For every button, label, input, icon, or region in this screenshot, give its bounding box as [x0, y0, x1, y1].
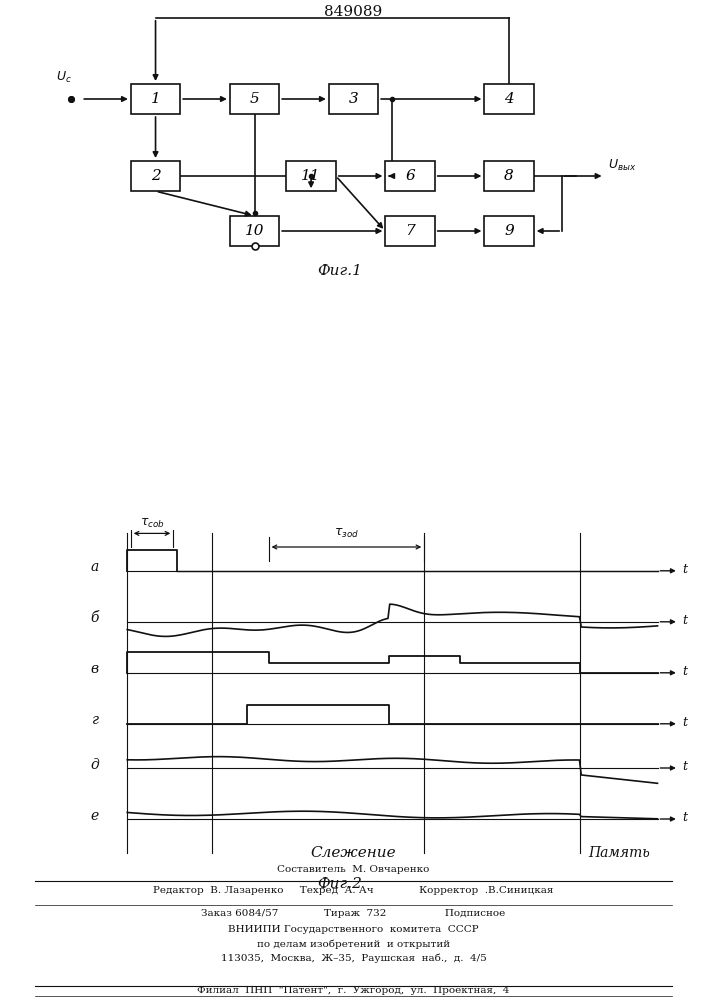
Text: 5: 5: [250, 92, 259, 106]
Text: t: t: [682, 811, 687, 824]
Text: г: г: [92, 713, 99, 727]
Text: 1: 1: [151, 92, 160, 106]
FancyBboxPatch shape: [484, 84, 534, 114]
Text: t: t: [682, 614, 687, 627]
Text: t: t: [682, 716, 687, 729]
Text: е: е: [90, 809, 99, 823]
Text: t: t: [682, 563, 687, 576]
Text: Филиал  ПНП  "Патент",  г.  Ужгород,  ул.  Проектная,  4: Филиал ПНП "Патент", г. Ужгород, ул. Про…: [197, 986, 510, 995]
Text: t: t: [682, 760, 687, 773]
FancyBboxPatch shape: [131, 161, 180, 191]
Text: 4: 4: [504, 92, 514, 106]
Text: ВНИИПИ Государственного  комитета  СССР: ВНИИПИ Государственного комитета СССР: [228, 926, 479, 934]
Text: $\tau_{зod}$: $\tau_{зod}$: [334, 527, 359, 540]
Text: 6: 6: [405, 169, 415, 183]
FancyBboxPatch shape: [286, 161, 336, 191]
Text: Фиг.2: Фиг.2: [317, 877, 362, 891]
Text: $\tau_{cob}$: $\tau_{cob}$: [139, 517, 165, 530]
Text: $U_{выx}$: $U_{выx}$: [608, 158, 636, 173]
FancyBboxPatch shape: [484, 216, 534, 246]
Text: 2: 2: [151, 169, 160, 183]
Text: по делам изобретений  и открытий: по делам изобретений и открытий: [257, 939, 450, 949]
Text: Память: Память: [588, 846, 650, 860]
Text: 11: 11: [301, 169, 321, 183]
Text: Фиг.1: Фиг.1: [317, 264, 362, 278]
FancyBboxPatch shape: [230, 216, 279, 246]
Text: д: д: [90, 758, 99, 772]
FancyBboxPatch shape: [230, 84, 279, 114]
Text: Редактор  В. Лазаренко     Техред  А. Ач              Корректор  .В.Синицкая: Редактор В. Лазаренко Техред А. Ач Корре…: [153, 886, 554, 895]
Text: t: t: [682, 665, 687, 678]
FancyBboxPatch shape: [484, 161, 534, 191]
Text: 3: 3: [349, 92, 358, 106]
Text: Составитель  М. Овчаренко: Составитель М. Овчаренко: [277, 865, 430, 874]
Text: в: в: [91, 662, 99, 676]
FancyBboxPatch shape: [385, 161, 435, 191]
Text: 113035,  Москва,  Ж–35,  Раушская  наб.,  д.  4/5: 113035, Москва, Ж–35, Раушская наб., д. …: [221, 953, 486, 963]
FancyBboxPatch shape: [329, 84, 378, 114]
Text: Слежение: Слежение: [310, 846, 397, 860]
FancyBboxPatch shape: [131, 84, 180, 114]
Text: 9: 9: [504, 224, 514, 238]
FancyBboxPatch shape: [385, 216, 435, 246]
Text: 849089: 849089: [325, 5, 382, 19]
Text: б: б: [90, 611, 99, 625]
Text: 10: 10: [245, 224, 264, 238]
Text: 8: 8: [504, 169, 514, 183]
Text: 7: 7: [405, 224, 415, 238]
Text: Заказ 6084/57              Тираж  732                  Подписное: Заказ 6084/57 Тираж 732 Подписное: [201, 909, 506, 918]
Text: а: а: [90, 560, 99, 574]
Text: $U_c$: $U_c$: [56, 70, 71, 85]
